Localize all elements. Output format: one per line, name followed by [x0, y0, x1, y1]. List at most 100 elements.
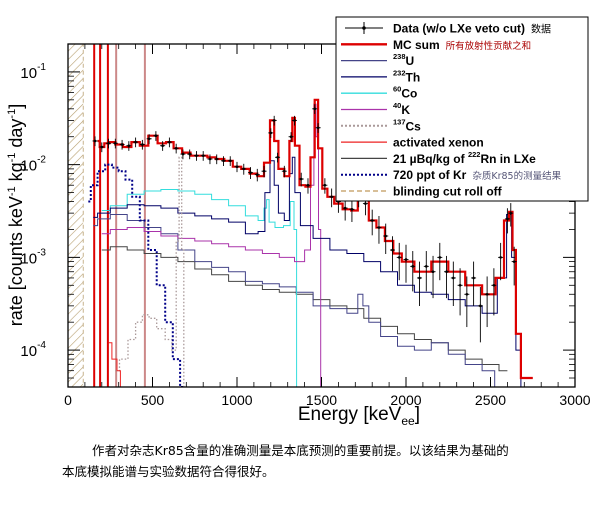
data-point — [444, 255, 450, 299]
data-point — [187, 149, 193, 160]
data-point — [315, 123, 321, 133]
legend-label: MC sum 所有放射性贡献之和 — [393, 38, 531, 52]
data-point — [173, 143, 179, 154]
data-point — [271, 115, 277, 126]
data-point — [193, 151, 199, 161]
data-point — [450, 261, 456, 307]
data-point — [180, 149, 186, 160]
data-point — [288, 132, 294, 142]
data-point — [207, 154, 213, 165]
legend-label: blinding cut roll off — [393, 185, 503, 199]
data-point — [383, 223, 389, 255]
data-point — [112, 138, 118, 149]
data-point — [423, 251, 429, 292]
data-point — [261, 165, 267, 178]
series-layer — [88, 98, 533, 387]
data-point — [498, 242, 504, 281]
legend-item-mc: MC sum 所有放射性贡献之和 — [341, 38, 531, 52]
data-point — [477, 287, 483, 343]
series-u238 — [93, 214, 499, 387]
y-axis-label: rate [counts keV-1 kg-1 day-1] — [6, 104, 26, 326]
data-point — [322, 178, 328, 194]
data-point — [329, 188, 335, 208]
data-point — [254, 168, 260, 182]
data-point — [227, 156, 233, 166]
data-point — [417, 261, 423, 307]
data-point — [153, 131, 159, 141]
data-point — [146, 134, 152, 144]
data-point — [248, 167, 254, 180]
legend-label: 21 µBq/kg of 222Rn in LXe — [393, 150, 536, 166]
y-tick-label: 10-1 — [20, 62, 46, 82]
y-tick-label: 10-2 — [20, 155, 46, 175]
x-tick-label: 1500 — [306, 392, 337, 408]
y-tick-label: 10-3 — [20, 247, 46, 267]
data-point — [464, 276, 470, 328]
x-tick-label: 0 — [64, 392, 72, 408]
legend-item-th232: 232Th — [341, 68, 420, 84]
series-kr — [88, 163, 185, 387]
x-tick-label: 3000 — [559, 392, 590, 408]
x-axis-label: Energy [keVee] — [298, 404, 420, 428]
caption-line-1: 作者对杂志Kr85含量的准确测量是本底预测的重要前提。以该结果为基础的 — [92, 443, 509, 458]
data-point — [119, 139, 125, 150]
reference-lines — [93, 44, 146, 387]
data-point — [241, 163, 247, 175]
data-point — [389, 236, 395, 272]
caption-line-2: 本底模拟能谱与实验数据符合得很好。 — [62, 464, 275, 479]
data-point — [396, 242, 402, 281]
legend-item-kr: 720 ppt of Kr 杂质Kr85的测量结果 — [341, 168, 562, 182]
data-point — [376, 215, 382, 244]
legend-label: 238U — [393, 52, 414, 68]
y-axis: 10-1 10-2 10-3 10-4 — [20, 62, 575, 379]
legend-item-k40: 40K — [341, 101, 410, 117]
legend-item-blind: blinding cut roll off — [341, 185, 503, 199]
data-point — [312, 104, 318, 114]
legend-label: 232Th — [393, 68, 420, 84]
data-point — [504, 208, 510, 234]
data-point — [234, 161, 240, 173]
x-tick-label: 500 — [141, 392, 165, 408]
data-point — [457, 268, 463, 316]
data-point — [92, 136, 98, 147]
data-point — [298, 172, 304, 187]
series-cs137 — [115, 156, 185, 387]
legend-item-data: Data (w/o LXe veto cut) 数据 — [345, 22, 551, 36]
figure-caption: 作者对杂志Kr85含量的准确测量是本底预测的重要前提。以该结果为基础的 本底模拟… — [62, 440, 587, 482]
data-point — [126, 141, 132, 151]
energy-spectrum-chart: 0 500 1000 1500 2000 2500 3000 10-110-210-310-… — [6, 16, 591, 428]
data-point — [268, 128, 274, 139]
data-point — [471, 261, 477, 307]
legend-label: 60Co — [393, 85, 417, 101]
legend-label: 720 ppt of Kr 杂质Kr85的测量结果 — [393, 168, 562, 182]
series-xe — [108, 342, 123, 387]
series-mc — [97, 98, 533, 380]
data-point — [437, 242, 443, 281]
data-point — [342, 198, 348, 221]
data-point — [220, 156, 226, 166]
legend-label: 40K — [393, 101, 410, 117]
data-point — [106, 138, 112, 149]
data-point — [491, 268, 497, 316]
data-point — [369, 209, 375, 236]
legend-item-u238: 238U — [341, 52, 414, 68]
data-point — [166, 137, 172, 148]
legend-label: 137Cs — [393, 117, 421, 133]
data-point — [99, 142, 105, 153]
data-point — [139, 139, 145, 150]
data-point — [484, 276, 490, 328]
blinding-cut-region — [67, 43, 84, 388]
data-point — [133, 137, 139, 148]
data-point — [214, 154, 220, 165]
data-point — [160, 141, 166, 151]
legend-item-rn: 21 µBq/kg of 222Rn in LXe — [341, 150, 536, 166]
data-point — [305, 178, 311, 194]
data-point — [281, 165, 287, 178]
data-point — [291, 115, 297, 126]
y-tick-label: 10-4 — [20, 340, 46, 360]
legend-item-co60: 60Co — [341, 85, 417, 101]
plot-area — [67, 43, 533, 388]
data-point — [410, 251, 416, 292]
x-tick-label: 2000 — [390, 392, 421, 408]
legend-label: activated xenon — [393, 136, 484, 150]
